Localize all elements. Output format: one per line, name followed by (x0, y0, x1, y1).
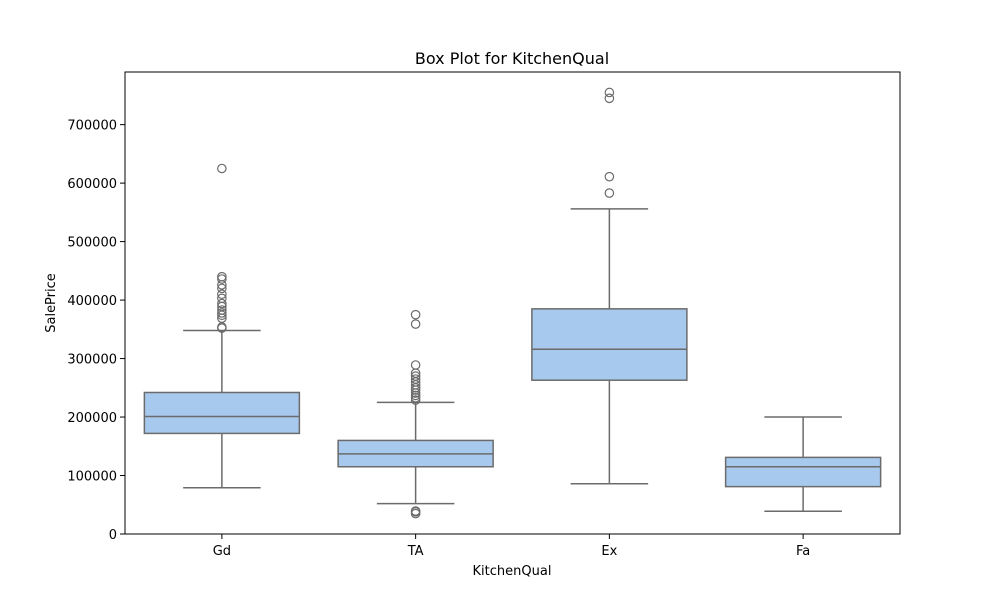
y-axis-title: SalePrice (44, 273, 59, 333)
outlier-point (217, 271, 227, 282)
outlier-point (217, 305, 227, 315)
outlier-point (410, 374, 421, 384)
plot-frame (124, 71, 901, 535)
outlier-point (604, 188, 615, 198)
x-tick-label: Fa (796, 544, 810, 559)
outlier-point (410, 309, 421, 320)
y-tick-label: 300000 (67, 353, 117, 368)
x-tick-label: Gd (213, 544, 231, 559)
y-tick-label: 200000 (67, 411, 117, 426)
iqr-box (143, 391, 301, 435)
outlier-point (604, 171, 615, 182)
outlier-point (410, 360, 421, 370)
y-tick-label: 500000 (67, 236, 117, 251)
outlier-point (604, 87, 615, 98)
outlier-point (217, 308, 227, 318)
outlier-point (217, 293, 227, 304)
outlier-point (217, 283, 227, 294)
iqr-box (531, 308, 688, 381)
y-tick-label: 0 (109, 528, 117, 543)
box-gd (143, 163, 301, 489)
outlier-point (217, 163, 227, 174)
outlier-point (410, 390, 421, 401)
iqr-box (724, 456, 882, 488)
x-axis: Gd TA Ex Fa (213, 534, 810, 559)
y-tick-label: 600000 (67, 177, 117, 192)
outlier-point (410, 395, 421, 405)
outlier-point (410, 506, 421, 516)
y-tick-label: 100000 (67, 470, 117, 485)
outlier-point (410, 392, 421, 403)
box-ta (337, 309, 494, 519)
outlier-point (217, 298, 227, 309)
box-ex (531, 87, 688, 485)
chart-title: Box Plot for KitchenQual (415, 49, 609, 68)
y-tick-label: 400000 (67, 294, 117, 309)
box-fa (724, 416, 882, 512)
x-tick-label: Ex (601, 544, 617, 559)
plot-area (143, 87, 882, 519)
outlier-point (217, 289, 227, 300)
outlier-point (217, 323, 227, 333)
x-axis-title: KitchenQual (473, 564, 552, 579)
outlier-point (217, 274, 227, 284)
x-tick-label: TA (407, 544, 424, 559)
outlier-point (410, 319, 421, 329)
outlier-point (604, 93, 615, 104)
y-tick-label: 700000 (67, 119, 117, 134)
y-axis: 0 100000 200000 300000 400000 500000 600000 700… (67, 119, 125, 543)
outlier-point (410, 371, 421, 381)
